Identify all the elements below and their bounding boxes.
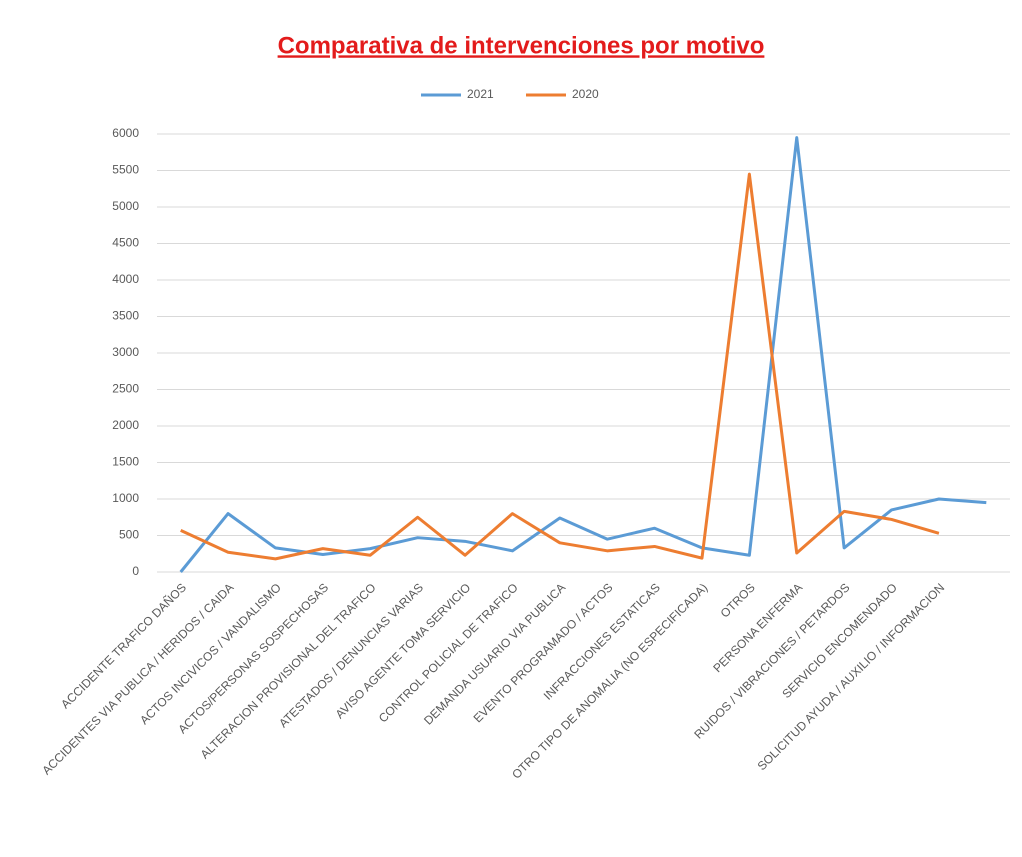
y-tick-label: 6000 — [112, 126, 139, 140]
y-tick-label: 4000 — [112, 272, 139, 286]
legend-label: 2021 — [467, 87, 494, 101]
legend-label: 2020 — [572, 87, 599, 101]
series-line — [179, 136, 987, 573]
y-tick-label: 2500 — [112, 382, 139, 396]
series-line — [180, 172, 940, 561]
y-tick-label: 0 — [132, 564, 139, 578]
chart-title: Comparativa de intervenciones por motivo — [278, 32, 765, 59]
y-tick-label: 5500 — [112, 163, 139, 177]
y-tick-label: 4500 — [112, 236, 139, 250]
y-tick-label: 3500 — [112, 309, 139, 323]
y-tick-label: 500 — [119, 528, 139, 542]
y-tick-label: 5000 — [112, 199, 139, 213]
y-tick-label: 2000 — [112, 418, 139, 432]
y-tick-label: 3000 — [112, 345, 139, 359]
y-tick-label: 1000 — [112, 491, 139, 505]
y-tick-label: 1500 — [112, 455, 139, 469]
